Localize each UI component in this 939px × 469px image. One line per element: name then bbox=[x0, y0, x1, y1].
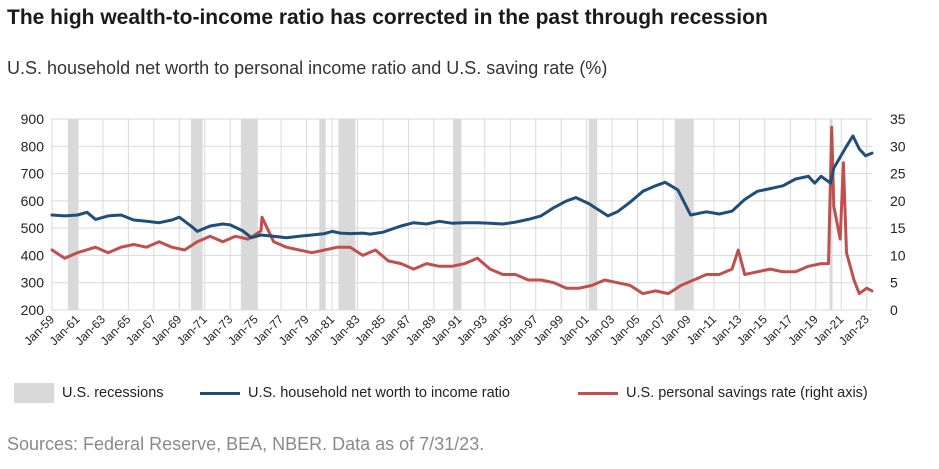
legend-item-networth: U.S. household net worth to income ratio bbox=[200, 381, 510, 405]
x-axis: Jan-59Jan-61Jan-63Jan-65Jan-67Jan-69Jan-… bbox=[21, 312, 872, 348]
recession-band bbox=[338, 119, 356, 310]
chart-subtitle: U.S. household net worth to personal inc… bbox=[7, 58, 608, 78]
source-note: Sources: Federal Reserve, BEA, NBER. Dat… bbox=[7, 434, 485, 454]
y-left-tick-label: 900 bbox=[21, 111, 45, 127]
y-left-tick-label: 600 bbox=[21, 193, 45, 209]
y-right-tick-label: 10 bbox=[890, 247, 906, 263]
series-line-networth bbox=[50, 134, 874, 240]
recession-band bbox=[588, 119, 598, 310]
y-right-tick-label: 5 bbox=[890, 275, 898, 291]
recession-band bbox=[190, 119, 203, 310]
y-left-tick-label: 500 bbox=[21, 220, 45, 236]
series-lines bbox=[50, 125, 874, 296]
legend-label-savings: U.S. personal savings rate (right axis) bbox=[626, 385, 868, 401]
legend-swatch-networth bbox=[200, 391, 240, 395]
y-left-tick-label: 800 bbox=[21, 138, 45, 154]
legend-item-recessions: U.S. recessions bbox=[14, 381, 164, 405]
legend-item-savings: U.S. personal savings rate (right axis) bbox=[578, 381, 868, 405]
left-axis: 200 300 400 500 600 700 800 900 bbox=[21, 111, 45, 318]
legend-label-networth: U.S. household net worth to income ratio bbox=[248, 385, 510, 401]
recession-band bbox=[319, 119, 326, 310]
y-right-tick-label: 15 bbox=[890, 220, 906, 236]
y-right-tick-label: 20 bbox=[890, 193, 906, 209]
legend-swatch-recessions bbox=[14, 383, 54, 403]
y-left-tick-label: 300 bbox=[21, 275, 45, 291]
recession-band bbox=[674, 119, 694, 310]
y-left-tick-label: 200 bbox=[21, 302, 45, 318]
y-right-tick-label: 35 bbox=[890, 111, 906, 127]
legend-label-recessions: U.S. recessions bbox=[62, 385, 164, 401]
recession-band bbox=[452, 119, 462, 310]
y-right-tick-label: 25 bbox=[890, 166, 906, 182]
right-axis: 0 5 10 15 20 25 30 35 bbox=[890, 111, 906, 318]
y-right-tick-label: 30 bbox=[890, 138, 906, 154]
chart-title: The high wealth-to-income ratio has corr… bbox=[7, 6, 768, 29]
legend: U.S. recessions U.S. household net worth… bbox=[14, 381, 934, 407]
y-right-tick-label: 0 bbox=[890, 302, 898, 318]
y-left-tick-label: 400 bbox=[21, 247, 45, 263]
recession-band bbox=[240, 119, 258, 310]
recession-bands bbox=[67, 119, 833, 310]
y-left-tick-label: 700 bbox=[21, 166, 45, 182]
gridlines bbox=[51, 118, 872, 311]
series-line-savings bbox=[50, 125, 874, 296]
legend-swatch-savings bbox=[578, 391, 618, 395]
